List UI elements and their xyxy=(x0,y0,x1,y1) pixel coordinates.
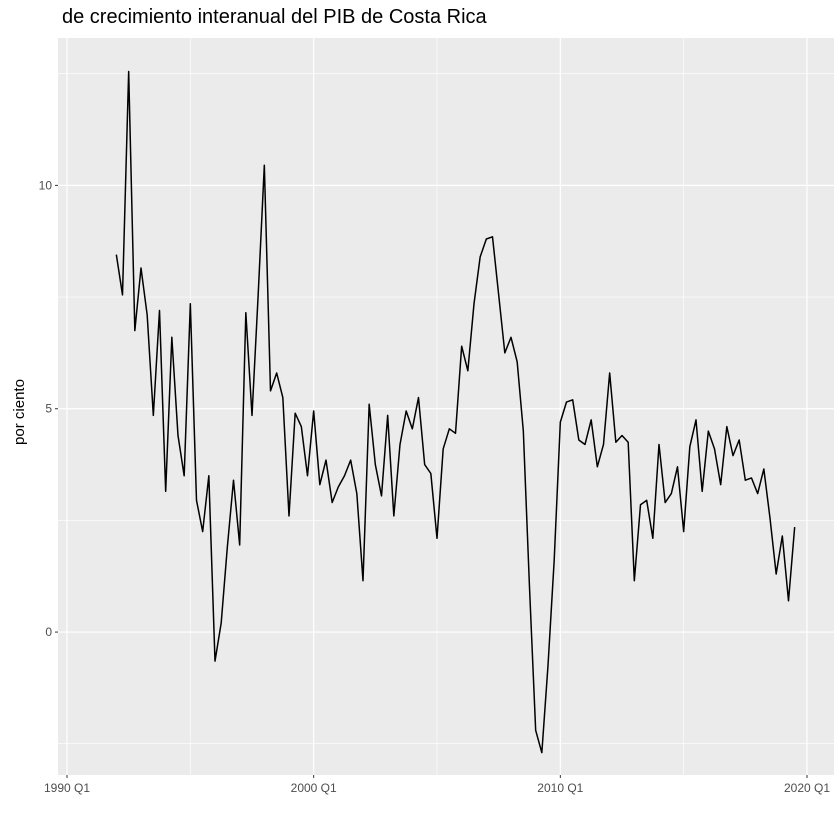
major-gridlines xyxy=(58,38,834,775)
chart-title: de crecimiento interanual del PIB de Cos… xyxy=(62,6,487,28)
y-tick-label: 0 xyxy=(45,625,52,639)
series-line xyxy=(115,70,796,754)
x-axis: 1990 Q1 2000 Q1 2010 Q1 2020 Q1 xyxy=(44,775,830,795)
x-tick-label: 2020 Q1 xyxy=(784,781,830,795)
y-axis: 0 5 10 xyxy=(39,178,58,639)
y-tick-label: 5 xyxy=(45,402,52,416)
x-tick-label: 2010 Q1 xyxy=(537,781,583,795)
x-tick-label: 2000 Q1 xyxy=(291,781,337,795)
x-tick-label: 1990 Q1 xyxy=(44,781,90,795)
y-axis-label: por ciento xyxy=(11,379,28,445)
y-tick-label: 10 xyxy=(39,178,53,192)
plot-panel xyxy=(58,38,834,775)
minor-gridlines xyxy=(58,38,834,775)
